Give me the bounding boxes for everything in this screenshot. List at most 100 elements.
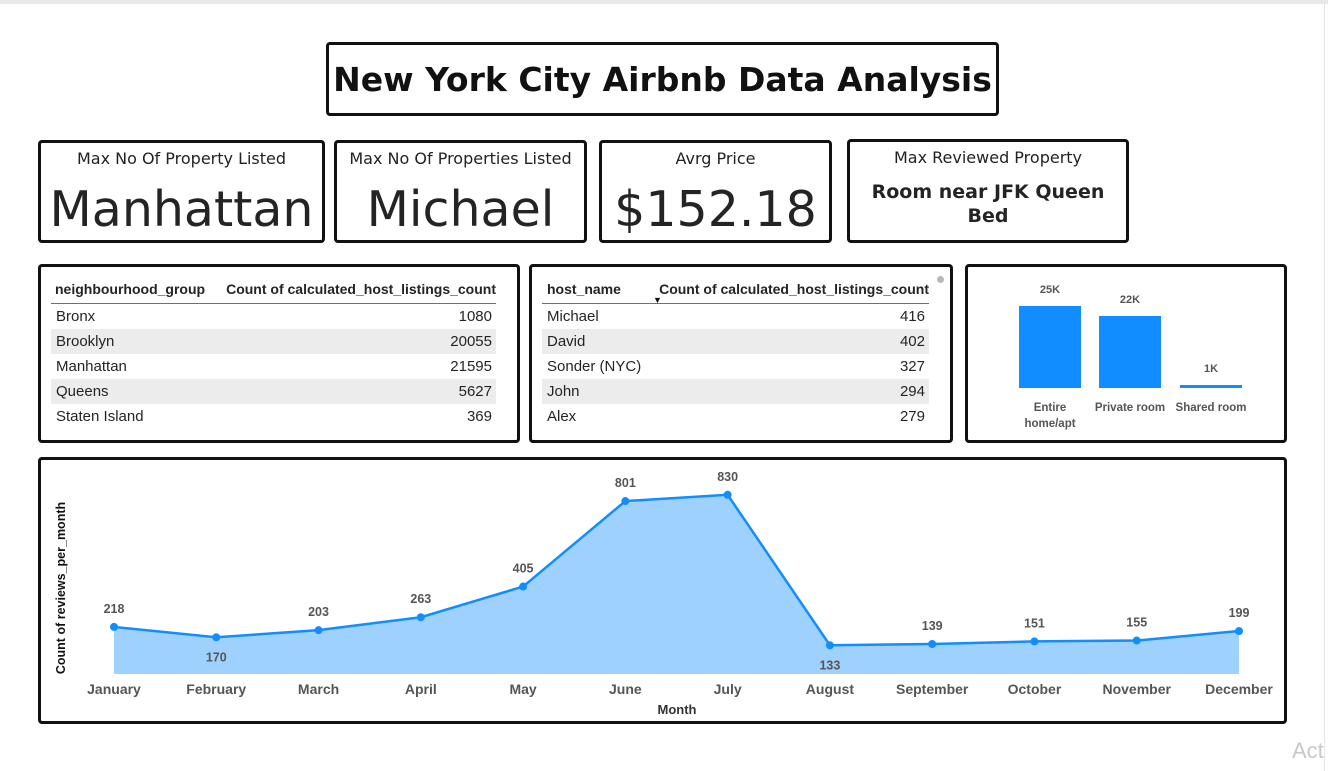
table-cell: 20055 <box>208 329 496 354</box>
data-point[interactable] <box>723 490 732 499</box>
card-average-price[interactable]: Avrg Price $152.18 <box>599 140 832 243</box>
table-row[interactable]: David 402 <box>542 329 929 354</box>
data-label: 155 <box>1126 616 1147 630</box>
host-table-visual[interactable]: host_name Count of calculated_host_listi… <box>529 264 953 443</box>
table-cell: 327 <box>899 358 925 375</box>
data-label: 830 <box>717 470 738 484</box>
table-cell: Alex <box>547 408 577 425</box>
series-line <box>113 493 1240 647</box>
table-row[interactable]: Sonder (NYC) 327 <box>542 354 929 379</box>
table-row[interactable]: Brooklyn 20055 <box>51 329 496 354</box>
data-label: 199 <box>1229 606 1250 620</box>
x-tick-label: July <box>714 681 742 697</box>
card-label: Max Reviewed Property <box>893 148 1083 167</box>
x-tick-label: December <box>1205 681 1273 697</box>
activation-watermark: Act <box>1292 738 1324 763</box>
y-axis-title: Count of reviews_per_month <box>54 502 68 674</box>
x-tick-label: November <box>1102 681 1171 697</box>
column-header[interactable]: neighbourhood_group <box>51 271 209 304</box>
card-value: Michael <box>366 181 555 238</box>
card-value: Room near JFK Queen Bed <box>871 181 1105 227</box>
table-header-row: host_name Count of calculated_host_listi… <box>542 271 929 304</box>
x-tick-label: February <box>186 681 246 697</box>
bar-private-room[interactable] <box>1099 315 1161 388</box>
data-label: 170 <box>206 650 227 664</box>
data-label: 139 <box>922 619 943 633</box>
data-point[interactable] <box>110 622 118 631</box>
table-row[interactable]: Queens 5627 <box>51 379 496 404</box>
x-tick-label: March <box>298 681 339 697</box>
data-point[interactable] <box>928 639 937 648</box>
bar-shared-room[interactable] <box>1180 384 1242 388</box>
bar-data-label: 25K <box>1039 284 1061 296</box>
neighbourhood-table: neighbourhood_group Count of calculated_… <box>51 271 496 429</box>
table-cell: 402 <box>643 329 929 354</box>
data-point[interactable] <box>1132 636 1141 645</box>
table-cell: 1080 <box>458 308 492 325</box>
data-point[interactable] <box>1030 637 1039 646</box>
table-cell: Manhattan <box>56 358 127 375</box>
sort-descending-icon[interactable]: ▼ <box>653 295 662 305</box>
right-border <box>1324 4 1325 771</box>
table-cell: John <box>542 379 644 404</box>
data-point[interactable] <box>621 497 630 506</box>
table-cell: 5627 <box>208 379 496 404</box>
data-point[interactable] <box>416 613 425 622</box>
top-border <box>0 0 1328 4</box>
data-point[interactable] <box>1235 627 1243 636</box>
x-tick-label: April <box>405 681 437 697</box>
table-row[interactable]: Alex 279 <box>542 404 929 429</box>
card-max-property-listed[interactable]: Max No Of Property Listed Manhattan <box>38 140 325 243</box>
page-title: New York City Airbnb Data Analysis <box>326 42 999 116</box>
bar-category-label: Shared room <box>1175 402 1247 414</box>
scrollbar-thumb[interactable] <box>937 276 944 283</box>
x-tick-label: September <box>896 681 969 697</box>
bar-data-label: 1K <box>1203 362 1219 375</box>
data-label: 218 <box>104 602 125 616</box>
bar-data-label: 22K <box>1119 293 1141 306</box>
data-label: 801 <box>615 476 636 490</box>
table-row[interactable]: Manhattan 21595 <box>51 354 496 379</box>
card-value: $152.18 <box>614 181 817 238</box>
bar-category-label: Private room <box>1094 402 1166 414</box>
table-cell: David <box>542 329 644 354</box>
x-tick-label: January <box>87 681 141 697</box>
data-point[interactable] <box>314 626 323 635</box>
bar-category-label: Entire home/apt <box>1024 402 1076 430</box>
table-row[interactable]: Michael 416 <box>542 304 929 330</box>
data-label: 203 <box>308 605 329 619</box>
column-header[interactable]: Count of calculated_host_listings_count <box>208 271 496 304</box>
x-tick-label: October <box>1008 681 1062 697</box>
data-point[interactable] <box>519 582 528 591</box>
column-header[interactable]: host_name <box>542 271 644 304</box>
table-cell: Michael <box>547 308 599 325</box>
card-max-properties-listed[interactable]: Max No Of Properties Listed Michael <box>334 140 587 243</box>
bar-entire-home-apt[interactable] <box>1019 306 1081 388</box>
data-point[interactable] <box>825 641 834 650</box>
card-label: Max No Of Properties Listed <box>349 149 572 168</box>
table-cell: Staten Island <box>56 408 144 425</box>
neighbourhood-table-visual[interactable]: neighbourhood_group Count of calculated_… <box>38 264 520 443</box>
card-value: Manhattan <box>49 181 314 238</box>
table-cell: 21595 <box>450 358 492 375</box>
x-tick-label: August <box>806 681 855 697</box>
card-label: Avrg Price <box>675 149 756 168</box>
table-row[interactable]: Staten Island 369 <box>51 404 496 429</box>
x-tick-label: June <box>609 681 642 697</box>
area-chart-svg: 218 January 170 February 203 March 263 April 405… <box>54 470 1273 717</box>
table-row[interactable]: John 294 <box>542 379 929 404</box>
data-point[interactable] <box>212 633 221 642</box>
room-type-bar-chart[interactable]: 25K Entire home/apt 22K Private room 1K Share… <box>965 264 1287 443</box>
table-cell: 279 <box>899 408 925 425</box>
column-header[interactable]: Count of calculated_host_listings_count <box>643 271 929 304</box>
card-label: Max No Of Property Listed <box>76 149 287 168</box>
table-cell: 416 <box>899 308 925 325</box>
table-row[interactable]: Bronx 1080 <box>51 304 496 330</box>
card-max-reviewed-property[interactable]: Max Reviewed Property Room near JFK Quee… <box>847 139 1129 243</box>
reviews-by-month-chart[interactable]: 218 January 170 February 203 March 263 April 405… <box>38 457 1287 724</box>
table-cell: 369 <box>466 408 492 425</box>
table-header-row: neighbourhood_group Count of calculated_… <box>51 271 496 304</box>
data-label: 405 <box>513 562 534 576</box>
table-cell: Bronx <box>56 308 96 325</box>
table-cell: Brooklyn <box>51 329 209 354</box>
